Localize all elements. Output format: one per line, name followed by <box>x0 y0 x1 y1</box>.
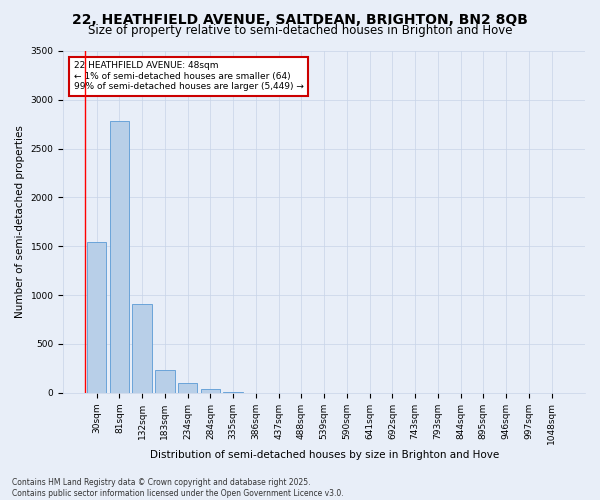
Text: 22 HEATHFIELD AVENUE: 48sqm
← 1% of semi-detached houses are smaller (64)
99% of: 22 HEATHFIELD AVENUE: 48sqm ← 1% of semi… <box>74 62 304 91</box>
Text: Size of property relative to semi-detached houses in Brighton and Hove: Size of property relative to semi-detach… <box>88 24 512 37</box>
Text: Contains HM Land Registry data © Crown copyright and database right 2025.
Contai: Contains HM Land Registry data © Crown c… <box>12 478 344 498</box>
Bar <box>133 304 152 392</box>
Text: 22, HEATHFIELD AVENUE, SALTDEAN, BRIGHTON, BN2 8QB: 22, HEATHFIELD AVENUE, SALTDEAN, BRIGHTO… <box>72 12 528 26</box>
Bar <box>178 384 197 392</box>
Bar <box>155 370 175 392</box>
Bar <box>87 242 106 392</box>
Bar <box>201 389 220 392</box>
X-axis label: Distribution of semi-detached houses by size in Brighton and Hove: Distribution of semi-detached houses by … <box>149 450 499 460</box>
Bar <box>110 122 129 392</box>
Y-axis label: Number of semi-detached properties: Number of semi-detached properties <box>15 126 25 318</box>
